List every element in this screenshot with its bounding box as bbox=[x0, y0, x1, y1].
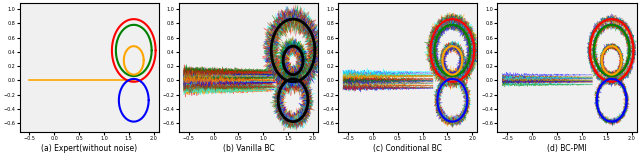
X-axis label: (c) Conditional BC: (c) Conditional BC bbox=[373, 144, 442, 153]
X-axis label: (a) Expert(without noise): (a) Expert(without noise) bbox=[41, 144, 137, 153]
X-axis label: (b) Vanilla BC: (b) Vanilla BC bbox=[223, 144, 274, 153]
X-axis label: (d) BC-PMI: (d) BC-PMI bbox=[547, 144, 587, 153]
